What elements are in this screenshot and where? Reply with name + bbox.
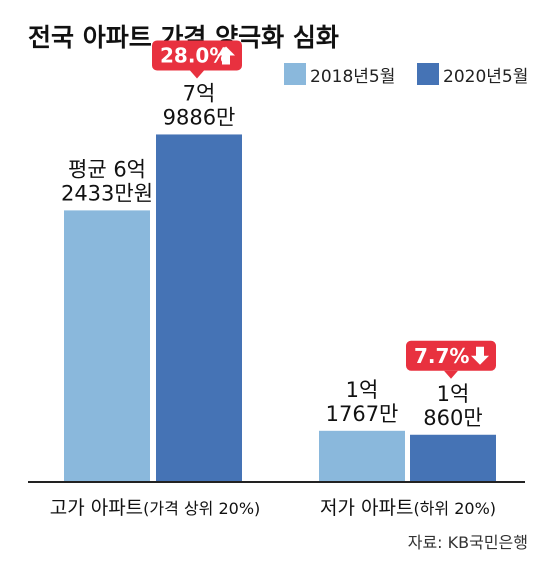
value-label-line-1-1-1: 860만 — [423, 406, 482, 430]
change-badge-0: 28.0% — [152, 40, 242, 79]
value-label-line-0-0-0: 평균 6억 — [68, 157, 146, 181]
change-badge-1: 7.7% — [406, 340, 496, 379]
bar-0-0 — [64, 210, 150, 482]
category-note-high: (가격 상위 20%) — [143, 499, 260, 518]
bar-0-1 — [156, 134, 242, 483]
bar-1-1 — [410, 434, 496, 482]
category-name-low: 저가 아파트 — [320, 497, 413, 519]
value-label-line-1-0-1: 1767만 — [326, 402, 399, 426]
change-badge-pointer-1 — [444, 370, 458, 379]
value-label-line-1-0-0: 1억 — [346, 378, 379, 402]
category-label-low: 저가 아파트(하위 20%) — [320, 497, 496, 519]
category-name-high: 고가 아파트 — [50, 497, 143, 519]
value-label-0-0: 평균 6억 2433만원 — [61, 157, 153, 205]
arrow-down-icon — [471, 346, 489, 365]
arrow-up-icon — [217, 46, 235, 65]
value-label-line-0-1-1: 9886만 — [163, 105, 236, 129]
legend-swatch-2018 — [284, 63, 306, 85]
legend-label-2018: 2018년5월 — [310, 67, 395, 87]
value-label-1-0: 1억 1767만 — [326, 378, 399, 426]
value-label-line-0-1-0: 7억 — [183, 81, 216, 105]
change-badge-text-1: 7.7% — [414, 344, 469, 368]
change-badge-box-0 — [152, 40, 242, 71]
value-label-line-0-0-1: 2433만원 — [61, 181, 153, 205]
value-label-line-1-1-0: 1억 — [437, 382, 470, 406]
value-label-1-1: 1억 860만 — [423, 382, 482, 430]
change-badge-text-0: 28.0% — [160, 43, 229, 67]
legend-swatch-2020 — [417, 63, 439, 85]
legend-label-2020: 2020년5월 — [443, 67, 528, 87]
value-label-0-1: 7억 9886만 — [163, 81, 236, 129]
category-note-low: (하위 20%) — [413, 499, 496, 518]
category-label-high: 고가 아파트(가격 상위 20%) — [50, 497, 261, 519]
change-badge-pointer-0 — [190, 70, 204, 79]
bar-1-0 — [319, 430, 405, 482]
source-note: 자료: KB국민은행 — [408, 533, 528, 552]
change-badge-box-1 — [406, 340, 496, 371]
